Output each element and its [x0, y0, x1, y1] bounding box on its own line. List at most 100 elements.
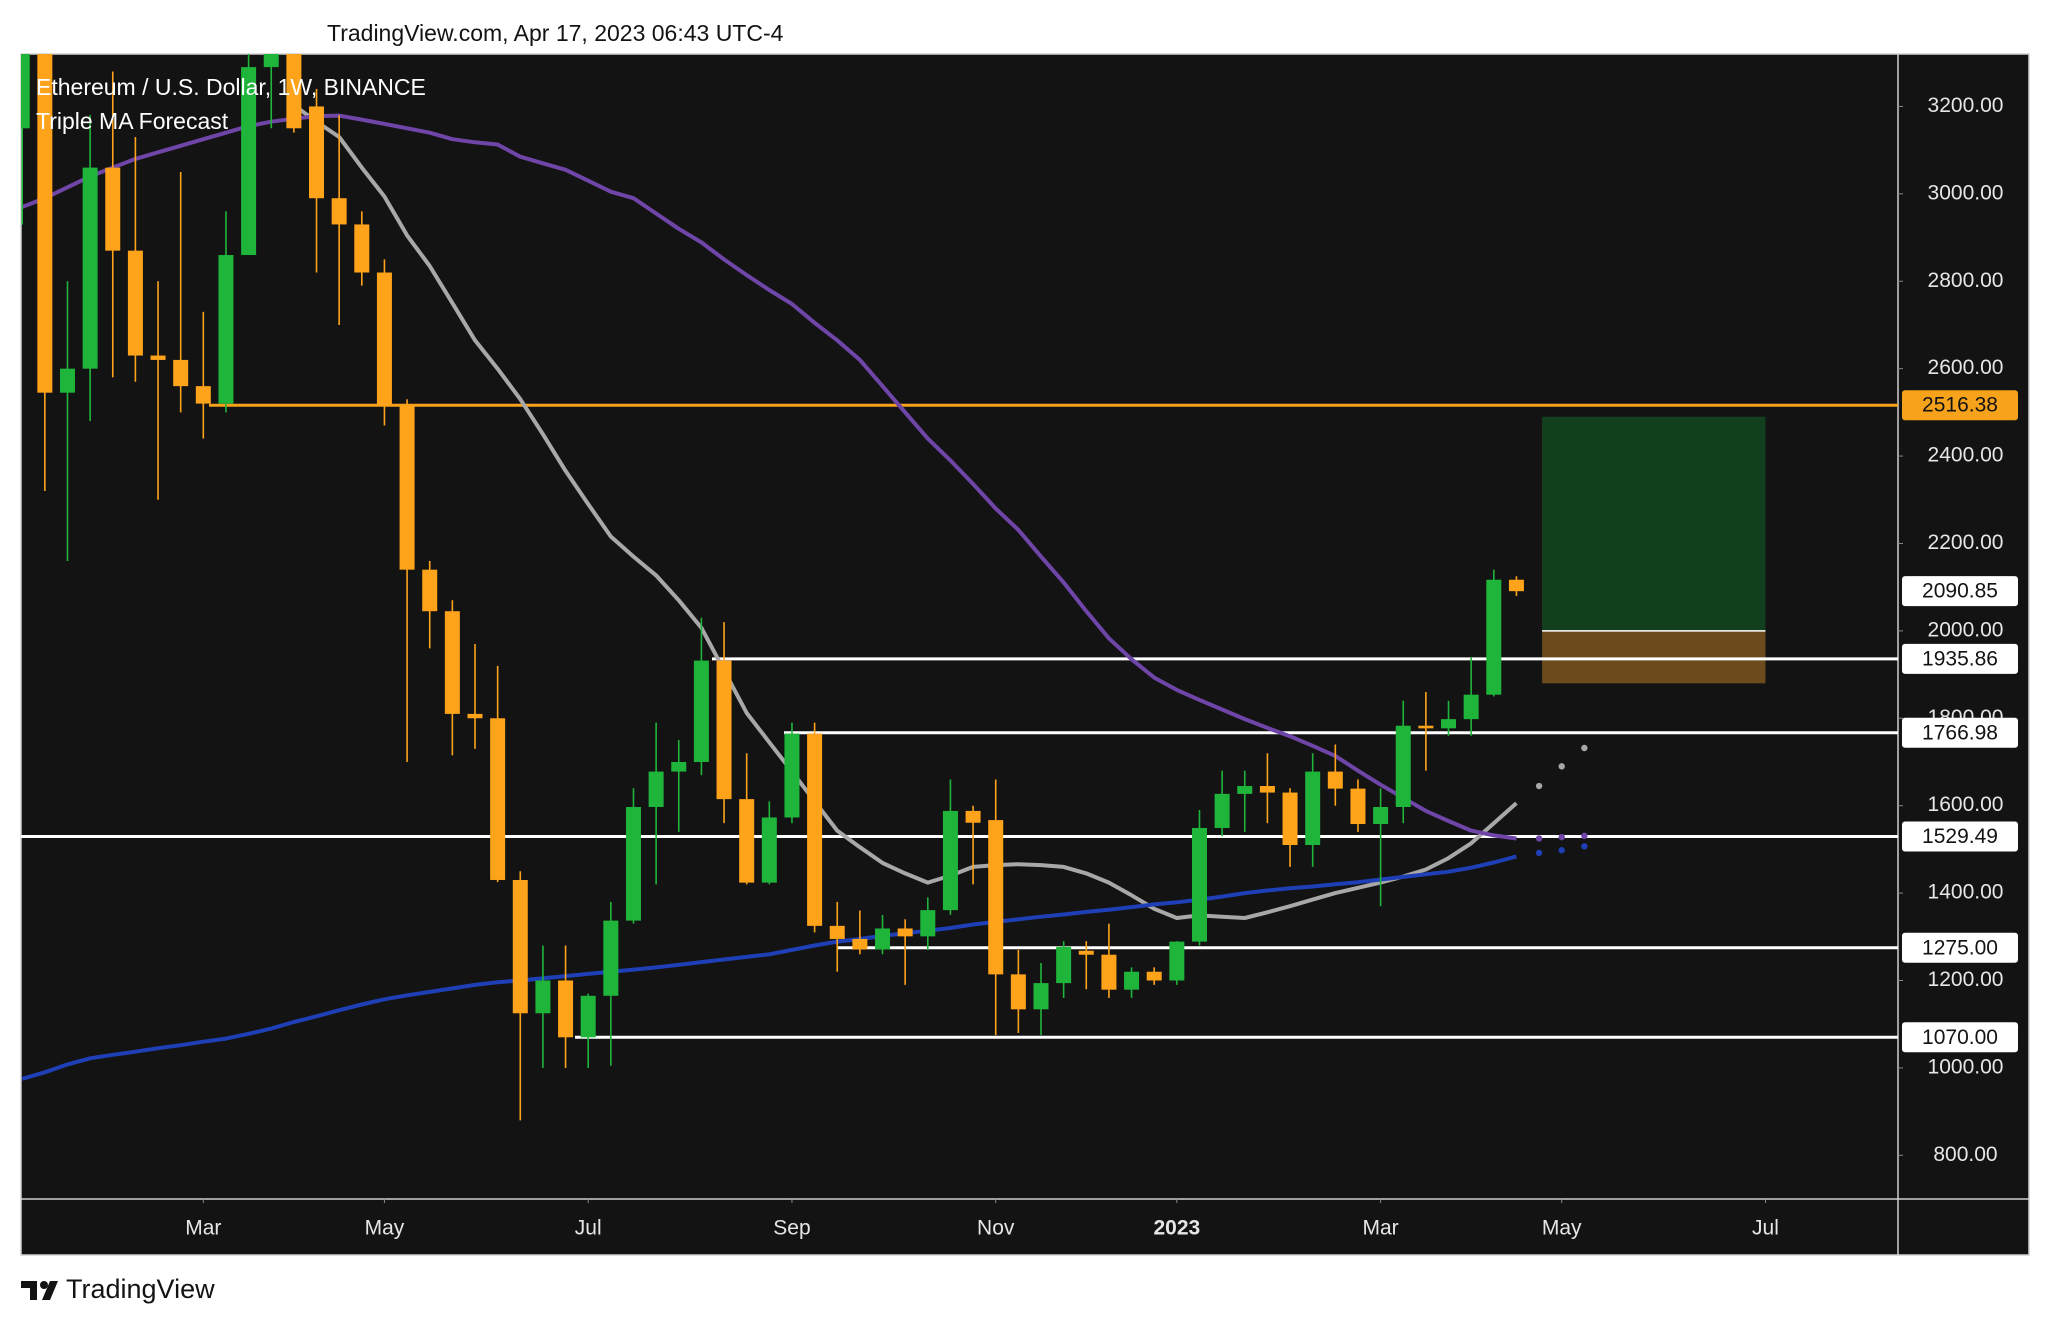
candle-body	[920, 910, 936, 937]
price-label: 1529.49	[1922, 825, 1998, 848]
candle-body	[897, 928, 913, 937]
y-tick-label: 3000.00	[1928, 181, 2004, 204]
y-tick-label: 2000.00	[1928, 618, 2004, 641]
y-tick-label: 2400.00	[1928, 444, 2004, 467]
chart-border	[20, 53, 2030, 1256]
candle-body	[37, 54, 53, 393]
candle-body	[580, 995, 596, 1038]
candle-body	[127, 250, 143, 356]
candle-body	[716, 660, 732, 800]
price-label-box	[1902, 932, 2018, 963]
price-label-box	[1902, 390, 2018, 421]
y-tick-label: 1200.00	[1928, 968, 2004, 991]
candle-body	[625, 806, 641, 921]
candle-body	[1305, 771, 1321, 846]
candle-body	[467, 713, 483, 719]
brand-logo	[21, 1281, 58, 1300]
candle-body	[1033, 983, 1049, 1010]
candle-body	[739, 799, 755, 883]
candle-body	[852, 938, 868, 950]
candle-body	[942, 810, 958, 911]
candle-body	[195, 386, 211, 404]
candle-body	[1282, 792, 1298, 846]
candle-body	[1169, 941, 1185, 981]
price-label: 1070.00	[1922, 1026, 1998, 1049]
candle-body	[558, 980, 574, 1038]
brand-name: TradingView	[66, 1274, 215, 1304]
moving-average-line	[292, 103, 1518, 920]
forecast-dot	[1581, 843, 1588, 850]
candle-body	[150, 355, 166, 360]
candle-body	[648, 771, 664, 807]
candle-body	[399, 405, 415, 570]
candle-body	[875, 928, 891, 950]
forecast-dot	[1558, 847, 1565, 854]
candle-body	[59, 368, 75, 393]
candle-body	[1418, 725, 1434, 729]
candle-body	[1237, 786, 1253, 794]
candle-body	[286, 54, 302, 129]
candle-body	[173, 359, 189, 387]
price-label: 2090.85	[1922, 580, 1998, 603]
source-header: TradingView.com, Apr 17, 2023 06:43 UTC-…	[327, 20, 784, 46]
x-tick-label: Mar	[185, 1217, 221, 1240]
candle-body	[1146, 971, 1162, 981]
price-label: 1275.00	[1922, 936, 1998, 959]
candle-body	[1327, 771, 1343, 789]
forecast-dot	[1558, 833, 1565, 841]
y-tick-label: 800.00	[1933, 1143, 1997, 1166]
chart-title: Ethereum / U.S. Dollar, 1W, BINANCE	[36, 74, 426, 100]
y-tick-label: 2800.00	[1928, 269, 2004, 292]
x-tick-label: Jul	[1752, 1217, 1779, 1240]
candle-body	[761, 817, 777, 883]
forecast-dot	[1581, 832, 1588, 840]
price-label-box	[1902, 576, 2018, 607]
plot-area	[21, 54, 1898, 1121]
candle-body	[218, 255, 234, 404]
candle-body	[1259, 786, 1275, 793]
y-tick-label: 1600.00	[1928, 793, 2004, 816]
x-tick-label: Sep	[773, 1217, 810, 1240]
moving-average-line	[21, 854, 1517, 1081]
loss-zone	[1542, 630, 1766, 684]
candle-body	[671, 761, 687, 772]
forecast-dot	[1535, 849, 1543, 857]
price-label: 2516.38	[1922, 394, 1998, 417]
price-label-box	[1902, 1022, 2018, 1053]
candle-body	[693, 660, 709, 762]
candle-body	[829, 925, 845, 939]
forecast-dot	[1581, 744, 1588, 752]
candle-body	[105, 167, 121, 251]
y-tick-label: 3200.00	[1928, 94, 2004, 117]
y-tick-label: 2200.00	[1928, 531, 2004, 554]
candle-body	[1441, 719, 1457, 729]
candle-body	[1508, 579, 1524, 592]
candle-body	[490, 718, 506, 880]
x-tick-label: May	[1542, 1217, 1582, 1240]
candle-body	[807, 733, 823, 926]
candle-body	[263, 54, 279, 68]
candle-body	[444, 611, 460, 714]
candle-body	[1078, 950, 1094, 955]
x-tick-label: Nov	[977, 1217, 1015, 1240]
candle-body	[241, 67, 257, 256]
candle-body	[1350, 788, 1366, 825]
price-label: 1766.98	[1922, 721, 1998, 744]
candle-body	[21, 54, 30, 129]
candle-body	[784, 733, 800, 818]
x-tick-label: 2023	[1153, 1217, 1200, 1240]
candle-body	[1056, 946, 1072, 984]
candle-body	[1463, 694, 1479, 720]
candle-body	[1486, 579, 1502, 695]
indicator-name: Triple MA Forecast	[36, 108, 229, 134]
candle-body	[965, 810, 981, 823]
candle-body	[603, 920, 619, 996]
x-tick-label: Jul	[575, 1217, 602, 1240]
forecast-dot	[1535, 835, 1543, 842]
x-tick-label: Mar	[1363, 1217, 1399, 1240]
y-tick-label: 1400.00	[1928, 881, 2004, 904]
candle-body	[82, 167, 98, 369]
candle-body	[1395, 725, 1411, 807]
